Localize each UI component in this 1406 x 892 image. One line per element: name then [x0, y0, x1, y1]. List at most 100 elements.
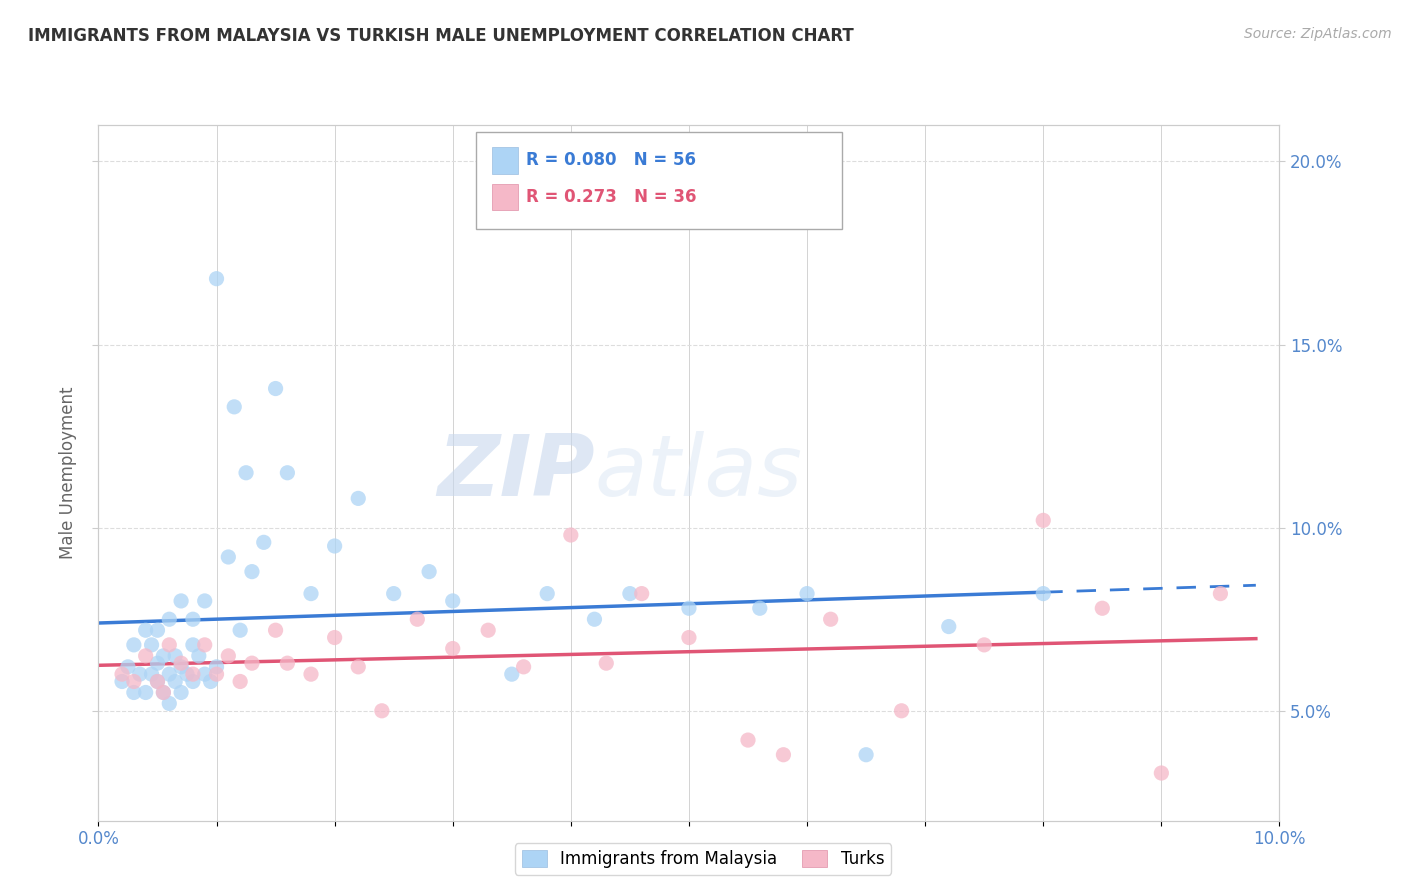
Point — [276, 656, 298, 670]
Y-axis label: Male Unemployment: Male Unemployment — [59, 386, 77, 559]
Point — [170, 685, 193, 699]
Point — [122, 638, 145, 652]
Point — [264, 624, 287, 638]
Point — [890, 704, 912, 718]
Point — [938, 619, 960, 633]
Point — [299, 667, 322, 681]
Text: IMMIGRANTS FROM MALAYSIA VS TURKISH MALE UNEMPLOYMENT CORRELATION CHART: IMMIGRANTS FROM MALAYSIA VS TURKISH MALE… — [28, 27, 853, 45]
Point — [205, 667, 228, 681]
Legend: Immigrants from Malaysia, Turks: Immigrants from Malaysia, Turks — [515, 843, 891, 875]
Point — [240, 565, 263, 579]
Point — [205, 660, 228, 674]
Point — [152, 685, 174, 699]
Point — [165, 674, 187, 689]
Point — [276, 466, 298, 480]
Point — [264, 382, 287, 396]
Point — [796, 586, 818, 600]
Point — [205, 271, 228, 285]
Point — [135, 685, 157, 699]
Point — [595, 656, 617, 670]
Point — [135, 624, 157, 638]
Point — [170, 594, 193, 608]
Point — [181, 667, 204, 681]
Point — [152, 648, 174, 663]
Text: R = 0.080   N = 56: R = 0.080 N = 56 — [526, 152, 696, 169]
Point — [235, 466, 257, 480]
Text: Source: ZipAtlas.com: Source: ZipAtlas.com — [1244, 27, 1392, 41]
Point — [501, 667, 523, 681]
Point — [229, 624, 252, 638]
Point — [170, 656, 193, 670]
Point — [146, 674, 169, 689]
Point — [737, 733, 759, 747]
Point — [157, 638, 180, 652]
Point — [820, 612, 842, 626]
Point — [217, 549, 239, 564]
Point — [1032, 586, 1054, 600]
Point — [441, 594, 464, 608]
Point — [135, 648, 157, 663]
Point — [217, 648, 239, 663]
Point — [441, 641, 464, 656]
Point — [165, 648, 187, 663]
Point — [128, 667, 150, 681]
Text: R = 0.273   N = 36: R = 0.273 N = 36 — [526, 188, 696, 206]
Point — [323, 631, 346, 645]
Point — [418, 565, 440, 579]
Point — [772, 747, 794, 762]
Point — [382, 586, 405, 600]
Point — [146, 656, 169, 670]
Point — [347, 491, 370, 506]
Point — [678, 601, 700, 615]
Point — [619, 586, 641, 600]
Point — [194, 667, 217, 681]
Point — [224, 400, 246, 414]
Point — [973, 638, 995, 652]
Point — [200, 674, 222, 689]
Point — [371, 704, 394, 718]
Point — [560, 528, 582, 542]
Point — [157, 697, 180, 711]
Point — [122, 685, 145, 699]
Point — [678, 631, 700, 645]
Point — [583, 612, 606, 626]
Point — [1032, 513, 1054, 527]
Point — [146, 674, 169, 689]
Text: atlas: atlas — [595, 431, 803, 515]
Point — [536, 586, 558, 600]
Point — [229, 674, 252, 689]
Point — [194, 594, 217, 608]
Point — [146, 624, 169, 638]
Point — [181, 674, 204, 689]
Point — [1150, 766, 1173, 780]
Point — [748, 601, 770, 615]
Point — [406, 612, 429, 626]
Point — [299, 586, 322, 600]
Point — [477, 624, 499, 638]
Bar — [492, 147, 517, 174]
Text: ZIP: ZIP — [437, 431, 595, 515]
Point — [187, 648, 209, 663]
Point — [157, 612, 180, 626]
Point — [157, 667, 180, 681]
Point — [170, 660, 193, 674]
Point — [122, 674, 145, 689]
Point — [512, 660, 534, 674]
Point — [111, 674, 134, 689]
Point — [1091, 601, 1114, 615]
Bar — [492, 184, 517, 211]
Point — [111, 667, 134, 681]
Point — [630, 586, 652, 600]
Point — [240, 656, 263, 670]
Point — [253, 535, 276, 549]
FancyBboxPatch shape — [477, 132, 842, 229]
Point — [194, 638, 217, 652]
Point — [855, 747, 877, 762]
Point — [1209, 586, 1232, 600]
Point — [323, 539, 346, 553]
Point — [181, 612, 204, 626]
Point — [152, 685, 174, 699]
Point — [117, 660, 139, 674]
Point — [347, 660, 370, 674]
Point — [141, 638, 163, 652]
